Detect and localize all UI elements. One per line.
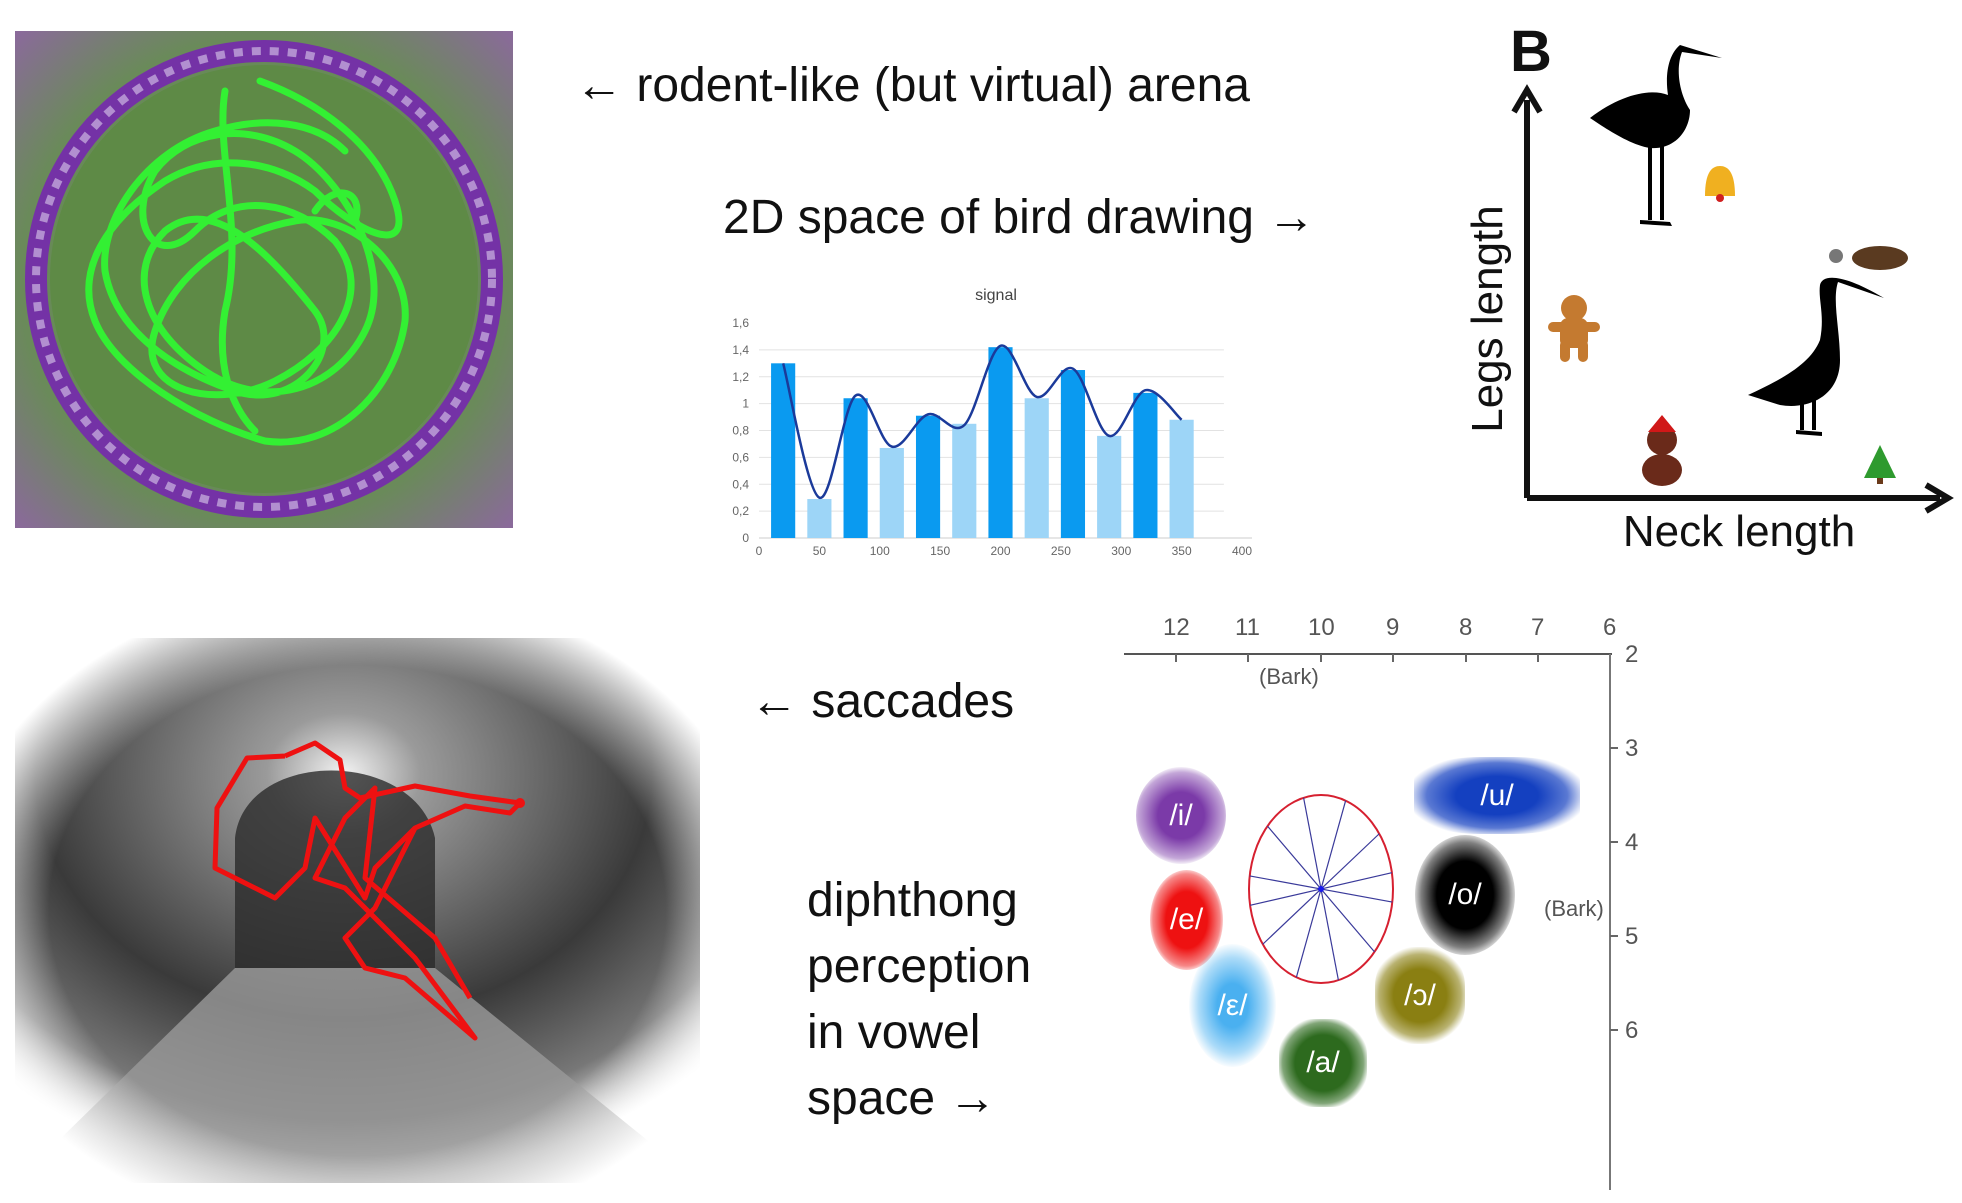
signal-bar (1097, 435, 1122, 538)
x-tick: 8 (1459, 614, 1473, 641)
vowel-i: /i/ (1136, 767, 1226, 864)
x-tick: 10 (1308, 614, 1335, 641)
vowel-o: /o/ (1415, 835, 1515, 955)
diphthong-circle (1248, 794, 1394, 984)
long-necked-bird-icon (1748, 277, 1884, 436)
long-legged-bird-icon (1590, 45, 1722, 226)
tunnel-saccades-image (15, 638, 700, 1183)
x-tick-label: 100 (870, 544, 890, 558)
y-tick: 3 (1625, 735, 1639, 762)
x-tick-label: 50 (813, 544, 827, 558)
y-tick-label: 0,6 (732, 450, 749, 464)
x-tick: 6 (1603, 614, 1617, 641)
signal-bar (952, 423, 977, 538)
signal-bar (1169, 419, 1194, 538)
y-tick: 6 (1625, 1017, 1639, 1044)
teddy-bear-icon (1642, 415, 1682, 486)
x-tick: 9 (1386, 614, 1400, 641)
virtual-arena-image (15, 31, 513, 528)
bird-axes (1511, 45, 1954, 514)
x-tick: 11 (1235, 614, 1260, 641)
x-tick-label: 400 (1232, 544, 1252, 558)
diphthong-caption-line: in vowel (807, 1006, 981, 1059)
vowel-open-o: /ɔ/ (1375, 947, 1465, 1044)
turtle-icon (1829, 246, 1908, 270)
christmas-tree-icon (1864, 445, 1896, 484)
bell-icon (1705, 166, 1735, 202)
y-tick-label: 1 (742, 397, 749, 411)
vowel-epsilon: /ε/ (1189, 944, 1276, 1067)
saccades-caption: ← saccades (750, 675, 1015, 728)
signal-bar (1060, 370, 1086, 538)
signal-bar (843, 398, 868, 538)
x-tick-label: 250 (1051, 544, 1071, 558)
y-tick-label: 0,4 (732, 477, 749, 491)
y-tick-label: 1,2 (732, 370, 749, 384)
y-tick-label: 0 (742, 531, 749, 545)
trajectory-path (85, 77, 409, 446)
x-tick: 7 (1531, 614, 1545, 641)
y-tick-label: 1,4 (732, 343, 749, 357)
signal-bar (771, 363, 796, 538)
signal-bar (807, 499, 832, 538)
x-axis-arrow-icon (1924, 482, 1954, 514)
x-tick-label: 350 (1172, 544, 1192, 558)
y-tick: 5 (1625, 923, 1639, 950)
signal-bar (1024, 398, 1049, 538)
saccade-path (212, 740, 523, 1041)
arena-caption: ← rodent-like (but virtual) arena (575, 59, 1250, 112)
vowel-a: /a/ (1279, 1019, 1367, 1107)
signal-bar (915, 415, 941, 538)
signal-bar (988, 347, 1013, 538)
diphthong-caption-line: space → (807, 1072, 997, 1125)
diphthong-caption-line: perception (807, 940, 1032, 993)
bird-space-caption: 2D space of bird drawing → (723, 191, 1316, 244)
x-tick-label: 150 (930, 544, 950, 558)
y-tick-label: 0,8 (732, 424, 749, 438)
panel-label: B (1510, 19, 1552, 84)
signal-line (781, 344, 1183, 499)
y-tick: 2 (1625, 641, 1639, 668)
x-tick-label: 300 (1111, 544, 1131, 558)
signal-bar (1133, 392, 1158, 538)
y-tick: 4 (1625, 829, 1639, 856)
y-axis-arrow-icon (1511, 84, 1543, 114)
signal-bar (879, 447, 904, 538)
vowel-u: /u/ (1414, 757, 1580, 834)
gingerbread-icon (1548, 295, 1600, 362)
x-tick: 12 (1163, 614, 1190, 641)
x-tick-label: 200 (990, 544, 1010, 558)
y-tick-label: 0,2 (732, 504, 749, 518)
y-unit-label: (Bark) (1544, 896, 1604, 921)
x-unit-label: (Bark) (1259, 664, 1319, 689)
chart-title: signal (975, 287, 1017, 304)
diphthong-caption-line: diphthong (807, 874, 1018, 927)
vowel-e: /e/ (1150, 870, 1223, 970)
neck-length-label: Neck length (1622, 507, 1856, 556)
x-tick-label: 0 (756, 544, 763, 558)
y-tick-label: 1,6 (732, 316, 749, 330)
